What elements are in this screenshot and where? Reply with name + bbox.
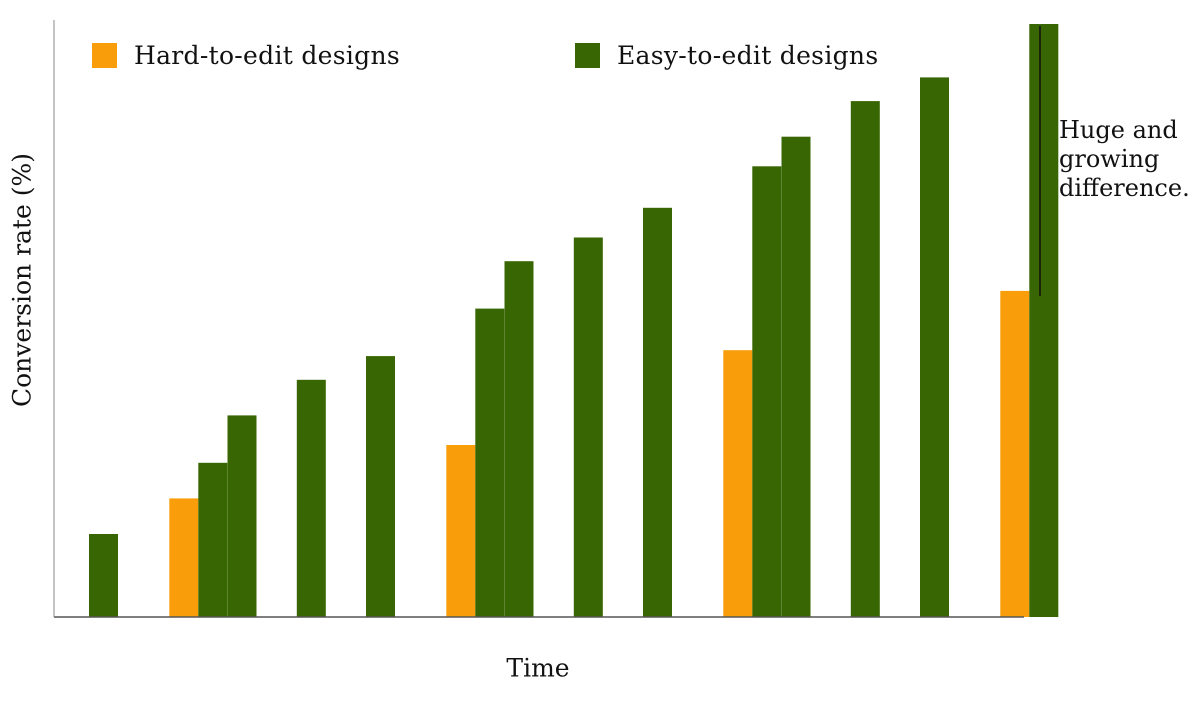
bar-easy-3	[227, 415, 257, 617]
bar-easy-12	[850, 101, 880, 618]
legend-label-hard: Hard-to-edit designs	[134, 40, 400, 70]
bar-easy-14	[1029, 24, 1059, 617]
annotation-line-3: difference.	[1059, 174, 1190, 202]
bar-hard-2	[169, 498, 199, 617]
bar-easy-1	[89, 534, 118, 617]
annotation-text: Huge and growing difference.	[1059, 116, 1199, 203]
annotation-line-1: Huge and	[1059, 116, 1178, 144]
bar-easy-7	[504, 261, 534, 617]
bar-easy-9	[643, 207, 672, 618]
annotation-line-2: growing	[1059, 145, 1160, 173]
bar-easy-6	[475, 308, 505, 617]
x-axis-label: Time	[506, 653, 570, 683]
bar-easy-11	[781, 136, 811, 617]
bar-easy-2	[198, 462, 228, 617]
bar-hard-6	[446, 445, 476, 617]
bar-easy-10	[752, 166, 782, 618]
bar-easy-13	[920, 77, 949, 617]
legend-swatch-hard	[92, 42, 117, 68]
legend-swatch-easy	[575, 42, 600, 68]
legend-label-easy: Easy-to-edit designs	[617, 40, 879, 70]
bars-layer	[89, 24, 1059, 618]
legend-item-hard: Hard-to-edit designs	[92, 40, 400, 70]
bar-easy-4	[296, 379, 326, 617]
y-axis-label: Conversion rate (%)	[7, 153, 37, 407]
legend-item-easy: Easy-to-edit designs	[575, 40, 878, 70]
bar-easy-8	[573, 237, 603, 617]
bar-easy-5	[366, 356, 395, 617]
bar-hard-10	[723, 350, 753, 617]
bar-hard-14	[1000, 290, 1030, 617]
